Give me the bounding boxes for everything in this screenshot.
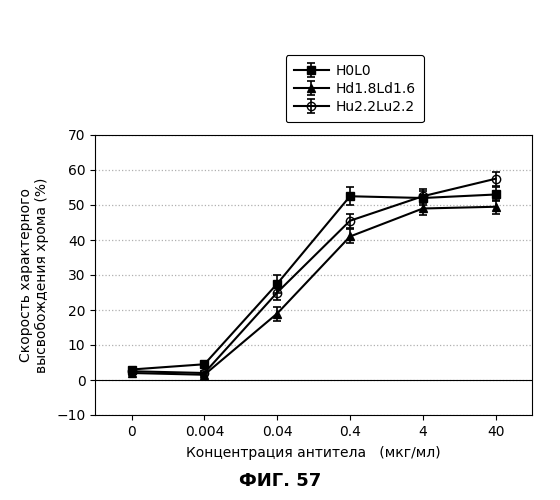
Legend: H0L0, Hd1.8Ld1.6, Hu2.2Lu2.2: H0L0, Hd1.8Ld1.6, Hu2.2Lu2.2: [286, 56, 424, 122]
Y-axis label: Скорость характерного
высвобождения хрома (%): Скорость характерного высвобождения хром…: [19, 178, 49, 372]
Text: ФИГ. 57: ФИГ. 57: [239, 472, 321, 490]
X-axis label: Концентрация антитела   (мкг/мл): Концентрация антитела (мкг/мл): [186, 446, 441, 460]
